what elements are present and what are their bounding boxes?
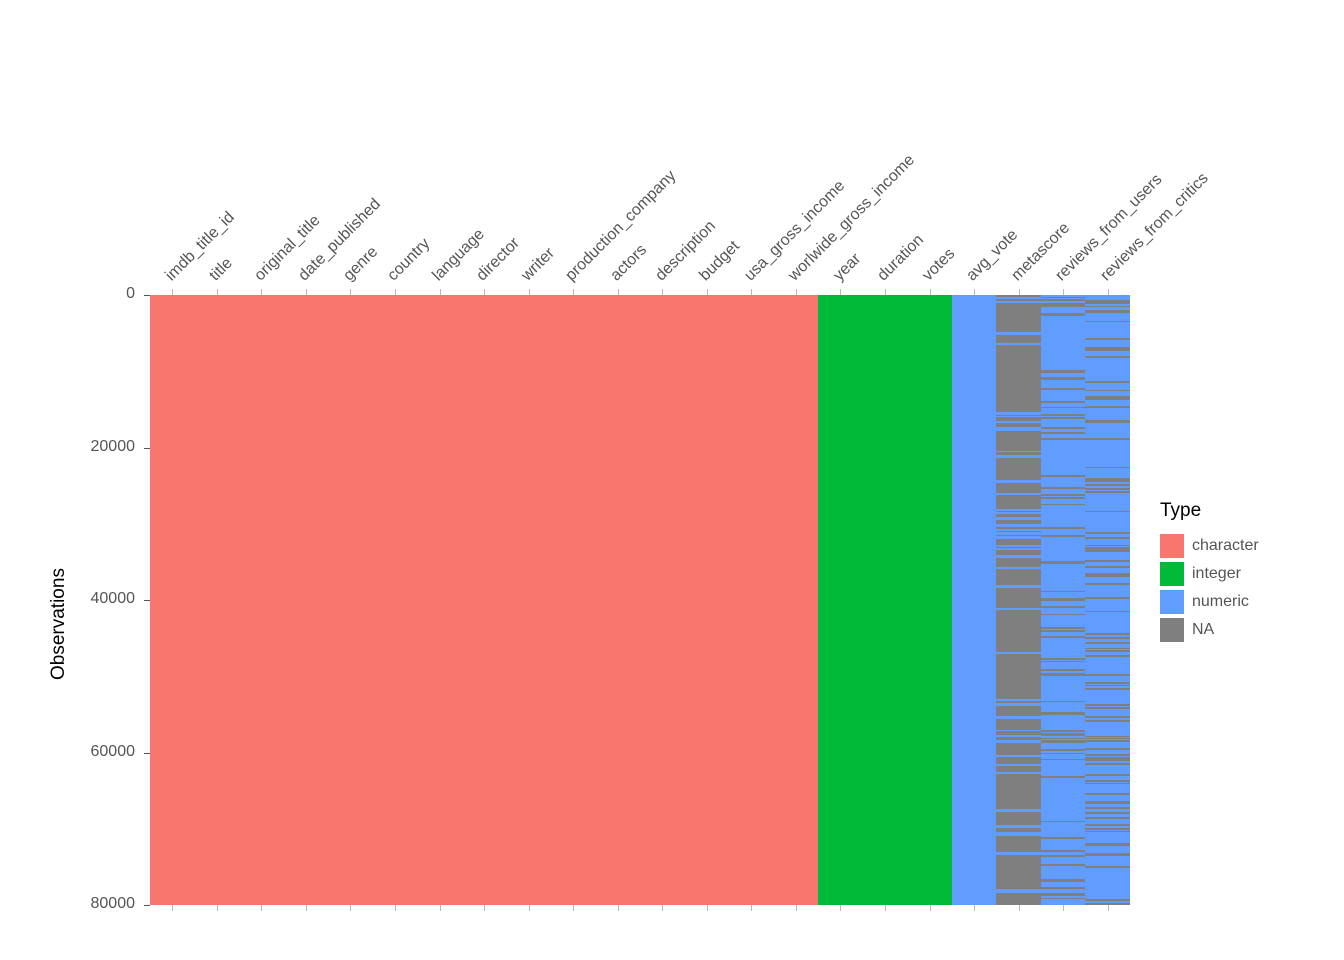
x-tick-mark-bottom xyxy=(1019,905,1020,911)
legend-item: character xyxy=(1160,534,1259,558)
x-tick-mark-bottom xyxy=(662,905,663,911)
x-tick-mark-bottom xyxy=(930,905,931,911)
legend-label: integer xyxy=(1192,565,1241,583)
y-tick-label: 20000 xyxy=(75,438,135,456)
legend-swatch xyxy=(1160,534,1184,558)
y-tick-mark xyxy=(144,905,150,906)
x-tick-mark-bottom xyxy=(573,905,574,911)
x-axis-label: title xyxy=(206,255,236,285)
legend-title: Type xyxy=(1160,500,1259,522)
x-tick-mark-top xyxy=(217,289,218,295)
x-axis-label: duration xyxy=(874,231,928,285)
x-tick-mark-top xyxy=(751,289,752,295)
x-tick-mark-bottom xyxy=(840,905,841,911)
data-column xyxy=(595,295,640,905)
x-tick-mark-bottom xyxy=(1063,905,1064,911)
x-tick-mark-bottom xyxy=(885,905,886,911)
x-tick-mark-top xyxy=(484,289,485,295)
x-tick-mark-bottom xyxy=(261,905,262,911)
x-tick-mark-top xyxy=(707,289,708,295)
legend-label: NA xyxy=(1192,621,1214,639)
x-tick-mark-top xyxy=(306,289,307,295)
data-column xyxy=(863,295,908,905)
x-tick-mark-top xyxy=(1063,289,1064,295)
x-tick-mark-bottom xyxy=(440,905,441,911)
legend-item: numeric xyxy=(1160,590,1259,614)
data-column xyxy=(818,295,863,905)
legend-item: NA xyxy=(1160,618,1259,642)
x-tick-mark-top xyxy=(573,289,574,295)
y-axis-title: Observations xyxy=(48,568,70,680)
x-axis-label: year xyxy=(830,250,865,285)
x-tick-mark-top xyxy=(529,289,530,295)
data-column xyxy=(462,295,507,905)
data-column xyxy=(239,295,284,905)
legend-label: numeric xyxy=(1192,593,1249,611)
data-column xyxy=(373,295,418,905)
y-tick-label: 0 xyxy=(75,285,135,303)
x-tick-mark-bottom xyxy=(751,905,752,911)
data-column xyxy=(774,295,819,905)
x-tick-mark-bottom xyxy=(306,905,307,911)
x-axis-label: country xyxy=(384,235,434,285)
data-column xyxy=(729,295,774,905)
legend-swatch xyxy=(1160,618,1184,642)
x-tick-mark-top xyxy=(840,289,841,295)
legend: Type character integer numeric NA xyxy=(1160,500,1259,646)
x-tick-mark-bottom xyxy=(618,905,619,911)
legend-items: character integer numeric NA xyxy=(1160,534,1259,642)
x-tick-mark-top xyxy=(796,289,797,295)
data-column xyxy=(195,295,240,905)
chart-container: Observations 020000400006000080000 imdb_… xyxy=(20,40,1320,940)
x-axis-label: genre xyxy=(340,243,382,285)
legend-item: integer xyxy=(1160,562,1259,586)
data-column xyxy=(685,295,730,905)
x-tick-mark-bottom xyxy=(217,905,218,911)
x-tick-mark-top xyxy=(1019,289,1020,295)
x-tick-mark-top xyxy=(1108,289,1109,295)
plot-area xyxy=(150,295,1130,905)
x-tick-mark-top xyxy=(885,289,886,295)
data-column xyxy=(328,295,373,905)
legend-label: character xyxy=(1192,537,1259,555)
data-column xyxy=(996,295,1041,905)
data-column xyxy=(640,295,685,905)
x-tick-mark-top xyxy=(930,289,931,295)
x-tick-mark-bottom xyxy=(350,905,351,911)
x-tick-mark-bottom xyxy=(707,905,708,911)
x-tick-mark-top xyxy=(261,289,262,295)
data-column xyxy=(506,295,551,905)
data-column xyxy=(417,295,462,905)
legend-swatch xyxy=(1160,562,1184,586)
x-tick-mark-bottom xyxy=(796,905,797,911)
y-tick-label: 40000 xyxy=(75,590,135,608)
x-axis-label: writer xyxy=(518,245,558,285)
data-column xyxy=(284,295,329,905)
x-tick-mark-bottom xyxy=(529,905,530,911)
data-column xyxy=(551,295,596,905)
x-axis-label: actors xyxy=(607,241,651,285)
x-tick-mark-top xyxy=(350,289,351,295)
legend-swatch xyxy=(1160,590,1184,614)
data-column xyxy=(952,295,997,905)
x-tick-mark-top xyxy=(440,289,441,295)
x-tick-mark-bottom xyxy=(974,905,975,911)
y-tick-label: 60000 xyxy=(75,743,135,761)
x-tick-mark-top xyxy=(974,289,975,295)
data-column xyxy=(907,295,952,905)
x-tick-mark-top xyxy=(395,289,396,295)
x-tick-mark-bottom xyxy=(1108,905,1109,911)
x-tick-mark-bottom xyxy=(172,905,173,911)
data-column xyxy=(1085,295,1130,905)
x-tick-mark-top xyxy=(172,289,173,295)
data-column xyxy=(1041,295,1086,905)
y-tick-label: 80000 xyxy=(75,895,135,913)
data-column xyxy=(150,295,195,905)
x-tick-mark-bottom xyxy=(484,905,485,911)
x-tick-mark-bottom xyxy=(395,905,396,911)
x-tick-mark-top xyxy=(618,289,619,295)
x-tick-mark-top xyxy=(662,289,663,295)
x-axis-label: votes xyxy=(919,245,959,285)
